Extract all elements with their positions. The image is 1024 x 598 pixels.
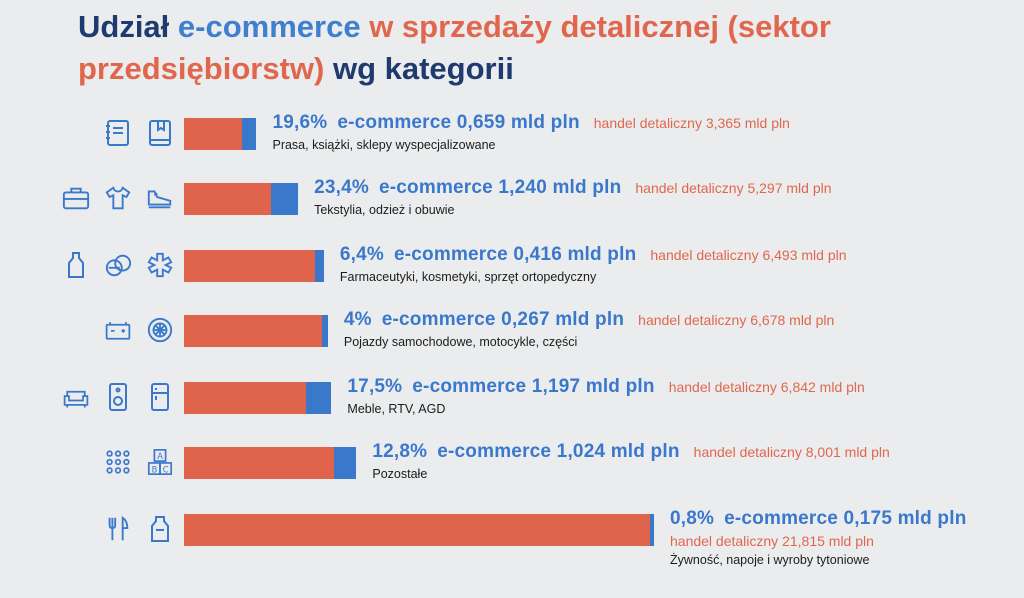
category-row: 17,5% e-commerce 1,197 mld pln handel deta… xyxy=(0,376,1024,432)
notebook-icon xyxy=(106,120,129,146)
ecommerce-segment xyxy=(334,447,357,479)
row-label: 0,8% e-commerce 0,175 mld pln handel deta… xyxy=(670,508,967,567)
wheel-icon xyxy=(147,317,173,343)
tshirt-icon xyxy=(105,186,131,210)
title-word-udzial: Udział xyxy=(78,9,170,44)
ecommerce-segment xyxy=(650,514,654,546)
ecommerce-value: e-commerce 1,240 mld pln xyxy=(378,177,622,198)
retail-value: handel detaliczny 21,815 mld pln xyxy=(670,533,874,549)
milk-bottle-icon xyxy=(151,516,169,542)
category-label: Pozostałe xyxy=(372,467,428,481)
ecommerce-segment xyxy=(271,183,299,215)
car-battery-icon xyxy=(105,322,131,340)
retail-value: handel detaliczny 6,493 mld pln xyxy=(650,247,847,263)
chart-title: Udział e-commerce w sprzedaży detaliczne… xyxy=(78,6,978,90)
category-icons xyxy=(104,514,174,544)
dots-grid-icon xyxy=(106,450,130,474)
ecommerce-value: e-commerce 1,024 mld pln xyxy=(437,441,680,462)
title-word-ecommerce: e-commerce xyxy=(177,9,361,44)
ecommerce-value: e-commerce 0,659 mld pln xyxy=(337,112,580,133)
row-label: 23,4% e-commerce 1,240 mld pln handel deta… xyxy=(314,177,831,217)
title-phrase-przedsiebiorstw: przedsiębiorstw) xyxy=(78,51,325,86)
category-icons xyxy=(104,118,174,148)
ecommerce-value: e-commerce 0,175 mld pln xyxy=(724,508,967,529)
row-label: 12,8% e-commerce 1,024 mld pln handel deta… xyxy=(372,441,889,481)
stacked-bar xyxy=(184,315,328,347)
category-icons xyxy=(62,250,174,280)
ecommerce-segment xyxy=(242,118,257,150)
svg-text:A: A xyxy=(157,451,163,461)
fridge-icon xyxy=(151,383,169,411)
share-percent: 0,8% xyxy=(670,508,715,529)
ecommerce-segment xyxy=(314,250,324,282)
pills-icon xyxy=(105,254,132,277)
ecommerce-segment xyxy=(322,315,328,347)
retail-value: handel detaliczny 6,678 mld pln xyxy=(638,312,835,328)
category-icons xyxy=(104,315,174,345)
sneaker-icon xyxy=(147,190,172,209)
retail-value: handel detaliczny 8,001 mld pln xyxy=(693,444,890,460)
title-phrase-kategorii: wg kategorii xyxy=(332,51,514,86)
share-percent: 19,6% xyxy=(272,112,328,133)
category-label: Pojazdy samochodowe, motocykle, części xyxy=(343,335,578,349)
stacked-bar xyxy=(184,183,299,215)
category-row: 4% e-commerce 0,267 mld pln handel detalic… xyxy=(0,309,1024,365)
category-label: Tekstylia, odzież i obuwie xyxy=(314,203,455,217)
category-row: 6,4% e-commerce 0,416 mld pln handel detal… xyxy=(0,244,1024,300)
retail-value: handel detaliczny 3,365 mld pln xyxy=(593,115,790,131)
category-label: Żywność, napoje i wyroby tytoniowe xyxy=(670,553,870,567)
row-label: 6,4% e-commerce 0,416 mld pln handel detal… xyxy=(340,244,847,284)
abc-blocks-icon: AB C xyxy=(147,449,173,475)
stacked-bar xyxy=(184,514,654,546)
stacked-bar xyxy=(184,447,357,479)
retail-value: handel detaliczny 5,297 mld pln xyxy=(635,180,832,196)
retail-value: handel detaliczny 6,842 mld pln xyxy=(668,379,865,395)
svg-text:B: B xyxy=(152,464,158,474)
category-row: 0,8% e-commerce 0,175 mld pln handel deta… xyxy=(0,508,1024,567)
category-label: Meble, RTV, AGD xyxy=(347,402,446,416)
row-label: 17,5% e-commerce 1,197 mld pln handel deta… xyxy=(347,376,864,416)
share-percent: 17,5% xyxy=(347,376,403,397)
stacked-bar xyxy=(184,118,257,150)
sofa-icon xyxy=(63,390,89,408)
share-percent: 12,8% xyxy=(372,441,428,462)
ecommerce-segment xyxy=(305,382,332,414)
title-phrase-sprzedaz: w sprzedaży detalicznej (sektor xyxy=(369,9,831,44)
category-icons xyxy=(62,382,174,412)
category-label: Farmaceutyki, kosmetyki, sprzęt ortopedy… xyxy=(339,270,597,284)
row-label: 19,6% e-commerce 0,659 mld pln handel deta… xyxy=(272,112,789,152)
category-icons xyxy=(62,183,174,213)
category-label: Prasa, książki, sklepy wyspecjalizowane xyxy=(272,138,496,152)
ecommerce-value: e-commerce 0,267 mld pln xyxy=(381,309,625,330)
bottle-icon xyxy=(68,252,84,278)
category-row: 23,4% e-commerce 1,240 mld pln handel deta… xyxy=(0,177,1024,233)
ecommerce-value: e-commerce 1,197 mld pln xyxy=(412,376,655,397)
svg-text:C: C xyxy=(163,464,169,474)
share-percent: 6,4% xyxy=(339,244,384,265)
share-percent: 4% xyxy=(343,309,372,330)
row-label: 4% e-commerce 0,267 mld pln handel detalic… xyxy=(344,309,834,349)
stacked-bar xyxy=(184,382,332,414)
ecommerce-value: e-commerce 0,416 mld pln xyxy=(393,244,637,265)
share-percent: 23,4% xyxy=(314,177,369,198)
stacked-bar xyxy=(184,250,324,282)
medical-star-icon xyxy=(147,252,173,278)
fork-knife-icon xyxy=(108,516,129,541)
book-icon xyxy=(149,120,171,146)
briefcase-icon xyxy=(62,187,90,210)
speaker-icon xyxy=(109,383,127,411)
category-row: 19,6% e-commerce 0,659 mld pln handel deta… xyxy=(0,112,1024,168)
